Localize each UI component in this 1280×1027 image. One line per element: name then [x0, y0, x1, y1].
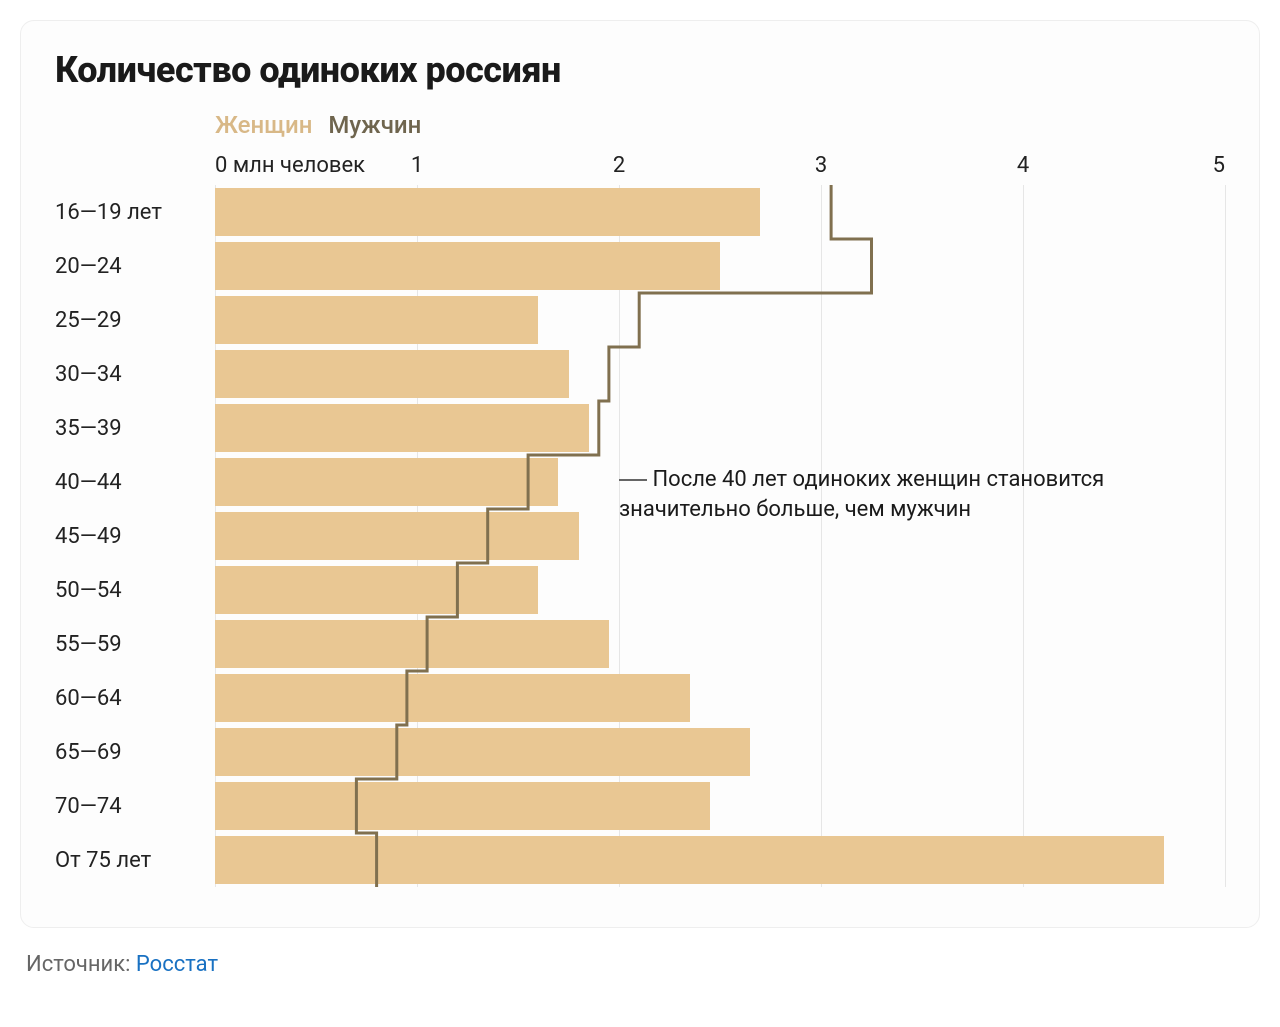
source-link[interactable]: Росстат: [136, 952, 218, 977]
row-plot: [215, 563, 1225, 617]
women-bar: [215, 620, 609, 668]
x-tick-label: 3: [815, 153, 827, 178]
women-bar: [215, 836, 1164, 884]
women-bar: [215, 188, 760, 236]
row-plot: [215, 185, 1225, 239]
chart-row: 25—29: [55, 293, 1225, 347]
chart-area: 0 млн человек 1 2 3 4 5 16—19 лет 20—24 25—29 30…: [55, 149, 1225, 887]
legend: Женщин Мужчин: [215, 111, 1225, 139]
women-bar: [215, 512, 579, 560]
x-tick-label: 4: [1017, 153, 1029, 178]
annotation: После 40 лет одиноких женщин становится …: [619, 465, 1139, 524]
row-plot: [215, 617, 1225, 671]
row-label: 60—64: [55, 686, 215, 711]
row-label: 45—49: [55, 524, 215, 549]
row-label: 25—29: [55, 308, 215, 333]
row-label: 35—39: [55, 416, 215, 441]
chart-row: 16—19 лет: [55, 185, 1225, 239]
x-tick-label: 1: [411, 153, 423, 178]
women-bar: [215, 350, 569, 398]
x-axis-labels: 0 млн человек 1 2 3 4 5: [215, 149, 1225, 185]
chart-row: 65—69: [55, 725, 1225, 779]
row-label: 40—44: [55, 470, 215, 495]
row-label: 20—24: [55, 254, 215, 279]
row-plot: [215, 779, 1225, 833]
x-tick-label: 2: [613, 153, 625, 178]
legend-men: Мужчин: [328, 111, 421, 139]
women-bar: [215, 458, 558, 506]
women-bar: [215, 566, 538, 614]
row-label: 65—69: [55, 740, 215, 765]
row-plot: [215, 347, 1225, 401]
chart-row: 20—24: [55, 239, 1225, 293]
chart-row: 35—39: [55, 401, 1225, 455]
chart-row: 60—64: [55, 671, 1225, 725]
women-bar: [215, 242, 720, 290]
row-plot: [215, 401, 1225, 455]
source-line: Источник: Росстат: [26, 952, 1260, 977]
page: Количество одиноких россиян Женщин Мужчи…: [0, 0, 1280, 1027]
row-plot: [215, 239, 1225, 293]
row-label: 50—54: [55, 578, 215, 603]
source-prefix: Источник:: [26, 952, 136, 977]
x-tick-label: 5: [1213, 153, 1225, 178]
gridline: [1225, 185, 1226, 887]
women-bar: [215, 782, 710, 830]
x-tick-label: 0 млн человек: [215, 153, 365, 178]
women-bar: [215, 728, 750, 776]
chart-rows: 16—19 лет 20—24 25—29 30—34 35—39 40—44 45—49 5…: [55, 185, 1225, 887]
chart-row: 30—34: [55, 347, 1225, 401]
women-bar: [215, 296, 538, 344]
chart-row: 50—54: [55, 563, 1225, 617]
legend-women: Женщин: [215, 111, 312, 139]
chart-row: От 75 лет: [55, 833, 1225, 887]
row-label: 30—34: [55, 362, 215, 387]
row-label: 16—19 лет: [55, 200, 215, 225]
chart-card: Количество одиноких россиян Женщин Мужчи…: [20, 20, 1260, 928]
women-bar: [215, 674, 690, 722]
row-label: 55—59: [55, 632, 215, 657]
chart-row: 55—59: [55, 617, 1225, 671]
annotation-text: После 40 лет одиноких женщин становится …: [619, 467, 1104, 522]
chart-row: 70—74: [55, 779, 1225, 833]
row-plot: [215, 293, 1225, 347]
row-label: От 75 лет: [55, 848, 215, 873]
row-plot: [215, 725, 1225, 779]
annotation-leader: [619, 479, 647, 481]
chart-title: Количество одиноких россиян: [55, 49, 1225, 91]
row-label: 70—74: [55, 794, 215, 819]
women-bar: [215, 404, 589, 452]
row-plot: [215, 833, 1225, 887]
row-plot: [215, 671, 1225, 725]
